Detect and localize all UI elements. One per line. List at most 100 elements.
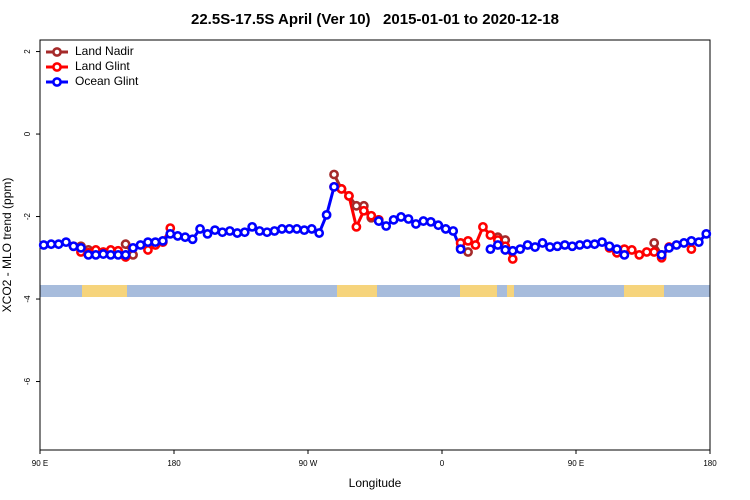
data-point <box>485 230 496 241</box>
x-tick-label: 90 E <box>568 459 584 468</box>
data-point <box>83 249 94 260</box>
data-point <box>701 228 712 239</box>
data-point <box>143 237 153 248</box>
y-tick-label: 2 <box>23 49 32 54</box>
data-point <box>269 226 280 236</box>
x-tick-label: 180 <box>167 459 181 468</box>
data-point <box>46 239 57 250</box>
data-point <box>604 241 615 252</box>
data-point <box>217 227 228 238</box>
data-point <box>366 210 377 221</box>
data-point <box>135 240 146 250</box>
data-point <box>626 245 637 255</box>
data-point <box>470 240 481 250</box>
data-point <box>120 249 131 260</box>
y-tick-label: -6 <box>23 377 32 385</box>
data-point <box>671 240 682 250</box>
data-point <box>150 237 161 248</box>
data-point <box>552 241 563 252</box>
data-point <box>612 244 622 255</box>
data-point <box>649 247 660 257</box>
data-point <box>478 221 488 232</box>
y-tick-label: 0 <box>23 131 32 136</box>
data-point <box>210 225 220 236</box>
data-point <box>507 245 518 256</box>
data-point <box>530 242 540 252</box>
data-point <box>500 245 511 255</box>
land-mask-strip <box>40 285 710 297</box>
legend-marker <box>52 47 62 57</box>
legend-label: Land Nadir <box>75 44 134 58</box>
data-point <box>373 216 384 226</box>
data-point <box>120 239 131 250</box>
data-point <box>143 245 153 255</box>
data-point <box>634 249 645 260</box>
data-point <box>448 226 459 236</box>
legend-label: Ocean Glint <box>75 74 139 88</box>
data-point <box>90 249 101 260</box>
data-point <box>574 240 585 250</box>
data-point <box>232 228 243 238</box>
data-point <box>545 242 555 252</box>
data-point <box>559 240 570 250</box>
data-point <box>291 224 302 234</box>
data-point <box>38 240 49 250</box>
data-point <box>440 224 451 234</box>
data-point <box>224 226 235 236</box>
data-point <box>641 247 652 257</box>
data-point <box>455 244 466 255</box>
data-point <box>418 216 429 226</box>
data-point <box>321 209 332 220</box>
data-point <box>314 228 325 238</box>
data-point <box>113 249 124 260</box>
data-point <box>76 242 86 253</box>
data-point <box>679 238 689 248</box>
data-point <box>433 220 444 231</box>
data-point <box>403 214 414 224</box>
x-axis-label: Longitude <box>349 476 402 490</box>
data-point <box>693 237 704 248</box>
legend-label: Land Glint <box>75 59 130 73</box>
x-tick-label: 0 <box>440 459 445 468</box>
data-point <box>358 205 369 216</box>
chart-title: 22.5S-17.5S April (Ver 10) 2015-01-01 to… <box>191 11 559 28</box>
data-point <box>381 221 392 231</box>
data-point <box>537 238 548 248</box>
legend-marker <box>52 77 62 87</box>
data-point <box>105 249 116 260</box>
data-point <box>619 249 630 260</box>
data-point <box>686 235 697 246</box>
data-point <box>165 228 176 239</box>
data-point <box>589 239 600 250</box>
data-point <box>187 234 198 245</box>
y-axis-label: XCO2 - MLO trend (ppm) <box>0 178 14 313</box>
data-point <box>396 212 406 222</box>
data-point <box>254 226 265 236</box>
data-point <box>582 239 593 250</box>
legend-marker <box>52 62 62 72</box>
data-point <box>180 232 191 243</box>
data-point <box>98 249 109 259</box>
y-tick-label: -2 <box>23 212 32 220</box>
data-point <box>344 191 354 201</box>
data-point <box>686 244 697 255</box>
data-point <box>299 225 310 236</box>
data-point <box>53 239 64 250</box>
y-tick-label: -4 <box>23 295 32 303</box>
data-point <box>172 231 183 241</box>
data-point <box>649 238 660 248</box>
data-point <box>515 244 526 255</box>
data-point <box>656 249 667 260</box>
data-point <box>597 237 607 248</box>
data-point <box>157 235 168 246</box>
data-point <box>284 224 295 234</box>
data-point <box>485 244 496 255</box>
data-point <box>262 227 272 238</box>
data-point <box>463 235 473 246</box>
data-point <box>195 224 205 234</box>
data-point <box>336 184 347 194</box>
data-point <box>567 241 578 252</box>
x-tick-label: 90 E <box>32 459 48 468</box>
data-point <box>664 242 674 253</box>
